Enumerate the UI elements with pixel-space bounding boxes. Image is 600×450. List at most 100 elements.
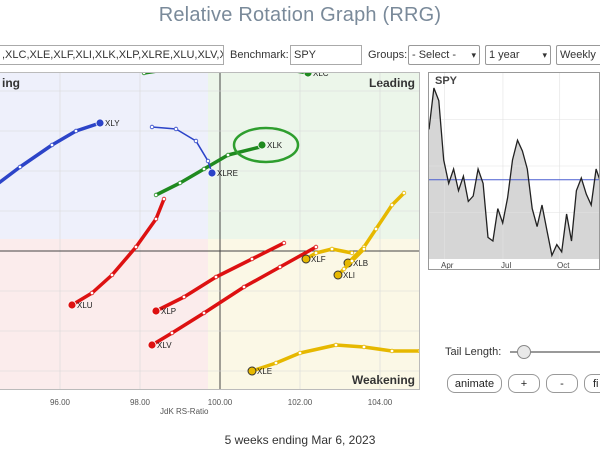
chevron-down-icon: ▾ (471, 50, 476, 60)
tail-length-slider[interactable] (510, 351, 600, 353)
tail-point (361, 246, 367, 252)
tail-point (333, 342, 339, 348)
tail-point (225, 152, 231, 158)
tail-point (373, 226, 379, 232)
tail-point (313, 244, 319, 250)
tail-point (297, 350, 303, 356)
head-point-xly (95, 118, 105, 128)
tail-point (349, 250, 355, 256)
step-forward-button[interactable]: + (508, 374, 540, 393)
leading-label: Leading (368, 76, 415, 90)
benchmark-label: Benchmark: (230, 49, 289, 61)
tail-point (169, 330, 175, 336)
tail-point (241, 284, 247, 290)
tail-point (201, 310, 207, 316)
tail-point (153, 216, 159, 222)
series-label-xly: XLY (105, 119, 120, 128)
head-point-xlk (257, 140, 267, 150)
series-label-xlre: XLRE (217, 169, 238, 178)
tail-point (341, 266, 347, 272)
frequency-value: Weekly (560, 49, 596, 61)
series-label-xli: XLI (343, 271, 355, 280)
head-point-xlv (147, 340, 157, 350)
tail-point (73, 128, 79, 134)
tail-xlre (151, 126, 213, 174)
head-point-xli (333, 270, 343, 280)
tail-point (417, 349, 419, 353)
month-label: Apr (441, 261, 454, 270)
rrg-plot: XLC XLK XLRE XLY XLU XLP XLV XLF XLB XLI XLE (0, 73, 419, 389)
period-value: 1 year (489, 49, 520, 61)
x-tick-label: 100.00 (207, 398, 233, 407)
tail-point (153, 192, 159, 198)
series-label-xle: XLE (257, 367, 272, 376)
benchmark-value: SPY (294, 49, 317, 61)
series-label-xlc: XLC (313, 73, 329, 78)
series-label-xlu: XLU (77, 301, 93, 310)
tail-point (141, 73, 147, 76)
tail-point (49, 142, 55, 148)
period-select[interactable]: 1 year ▾ (485, 45, 551, 65)
price-line (429, 87, 599, 258)
series-label-xlb: XLB (353, 259, 368, 268)
tail-point (361, 344, 367, 350)
tail-point (149, 124, 155, 130)
frequency-select[interactable]: Weekly (556, 45, 600, 65)
tail-point (389, 202, 395, 208)
benchmark-input[interactable]: SPY (290, 45, 362, 65)
groups-select[interactable]: - Select - ▾ (408, 45, 480, 65)
groups-value: - Select - (412, 49, 457, 61)
toolbar: ,XLC,XLE,XLF,XLI,XLK,XLP,XLRE,XLU,XLV,XL… (0, 45, 600, 67)
tail-point (205, 158, 211, 164)
highlight-ring (232, 126, 300, 164)
tail-point (181, 294, 187, 300)
benchmark-chart-title: SPY (435, 75, 458, 87)
benchmark-price-line (429, 73, 599, 259)
tail-point (277, 264, 283, 270)
improving-label: ing (2, 76, 20, 90)
tail-length-slider-thumb[interactable] (516, 345, 531, 359)
groups-label: Groups: (368, 49, 408, 61)
symbols-input[interactable]: ,XLC,XLE,XLF,XLI,XLK,XLP,XLRE,XLU,XLV,XL (0, 45, 224, 65)
tail-length-label: Tail Length: (445, 346, 502, 358)
fit-button[interactable]: fi (584, 374, 600, 393)
symbols-value: ,XLC,XLE,XLF,XLI,XLK,XLP,XLRE,XLU,XLV,XL (2, 49, 224, 61)
tail-point (89, 290, 95, 296)
weakening-label: Weakening (351, 373, 415, 387)
tail-point (401, 190, 407, 196)
x-tick-label: 102.00 (287, 398, 313, 407)
x-axis-title: JdK RS-Ratio (160, 407, 209, 416)
series-label-xlp: XLP (161, 307, 176, 316)
tail-xlu (70, 197, 166, 307)
x-tick-label: 98.00 (129, 398, 151, 407)
tail-xly (0, 121, 102, 185)
tail-point (273, 360, 279, 366)
tail-point (349, 258, 355, 264)
tail-point (193, 138, 199, 144)
tail-xle (250, 343, 419, 373)
tail-point (213, 274, 219, 280)
tail-point (313, 250, 319, 256)
head-point-xlc (303, 73, 313, 78)
month-label: Oct (557, 261, 570, 270)
tail-point (201, 166, 207, 172)
rrg-chart: ing Leading Weakening XLC XLK XLRE XLY XLU XL… (0, 72, 420, 390)
month-label: Jul (501, 261, 512, 270)
series-label-xlv: XLV (157, 341, 172, 350)
tail-point (249, 256, 255, 262)
series-label-xlf: XLF (311, 255, 326, 264)
x-tick-label: 96.00 (49, 398, 71, 407)
tail-xlf (304, 247, 354, 261)
head-point-xle (247, 366, 257, 376)
tail-point (109, 272, 115, 278)
head-point-xlre (207, 168, 217, 178)
benchmark-chart: SPY Apr Jul Oct (428, 72, 600, 270)
head-point-xlp (151, 306, 161, 316)
price-area (429, 88, 599, 259)
lagging-quadrant (0, 239, 208, 389)
tail-point (281, 240, 287, 246)
series-label-xlk: XLK (267, 141, 283, 150)
tail-point (161, 196, 167, 202)
animate-button[interactable]: animate (447, 374, 502, 393)
step-back-button[interactable]: - (546, 374, 578, 393)
